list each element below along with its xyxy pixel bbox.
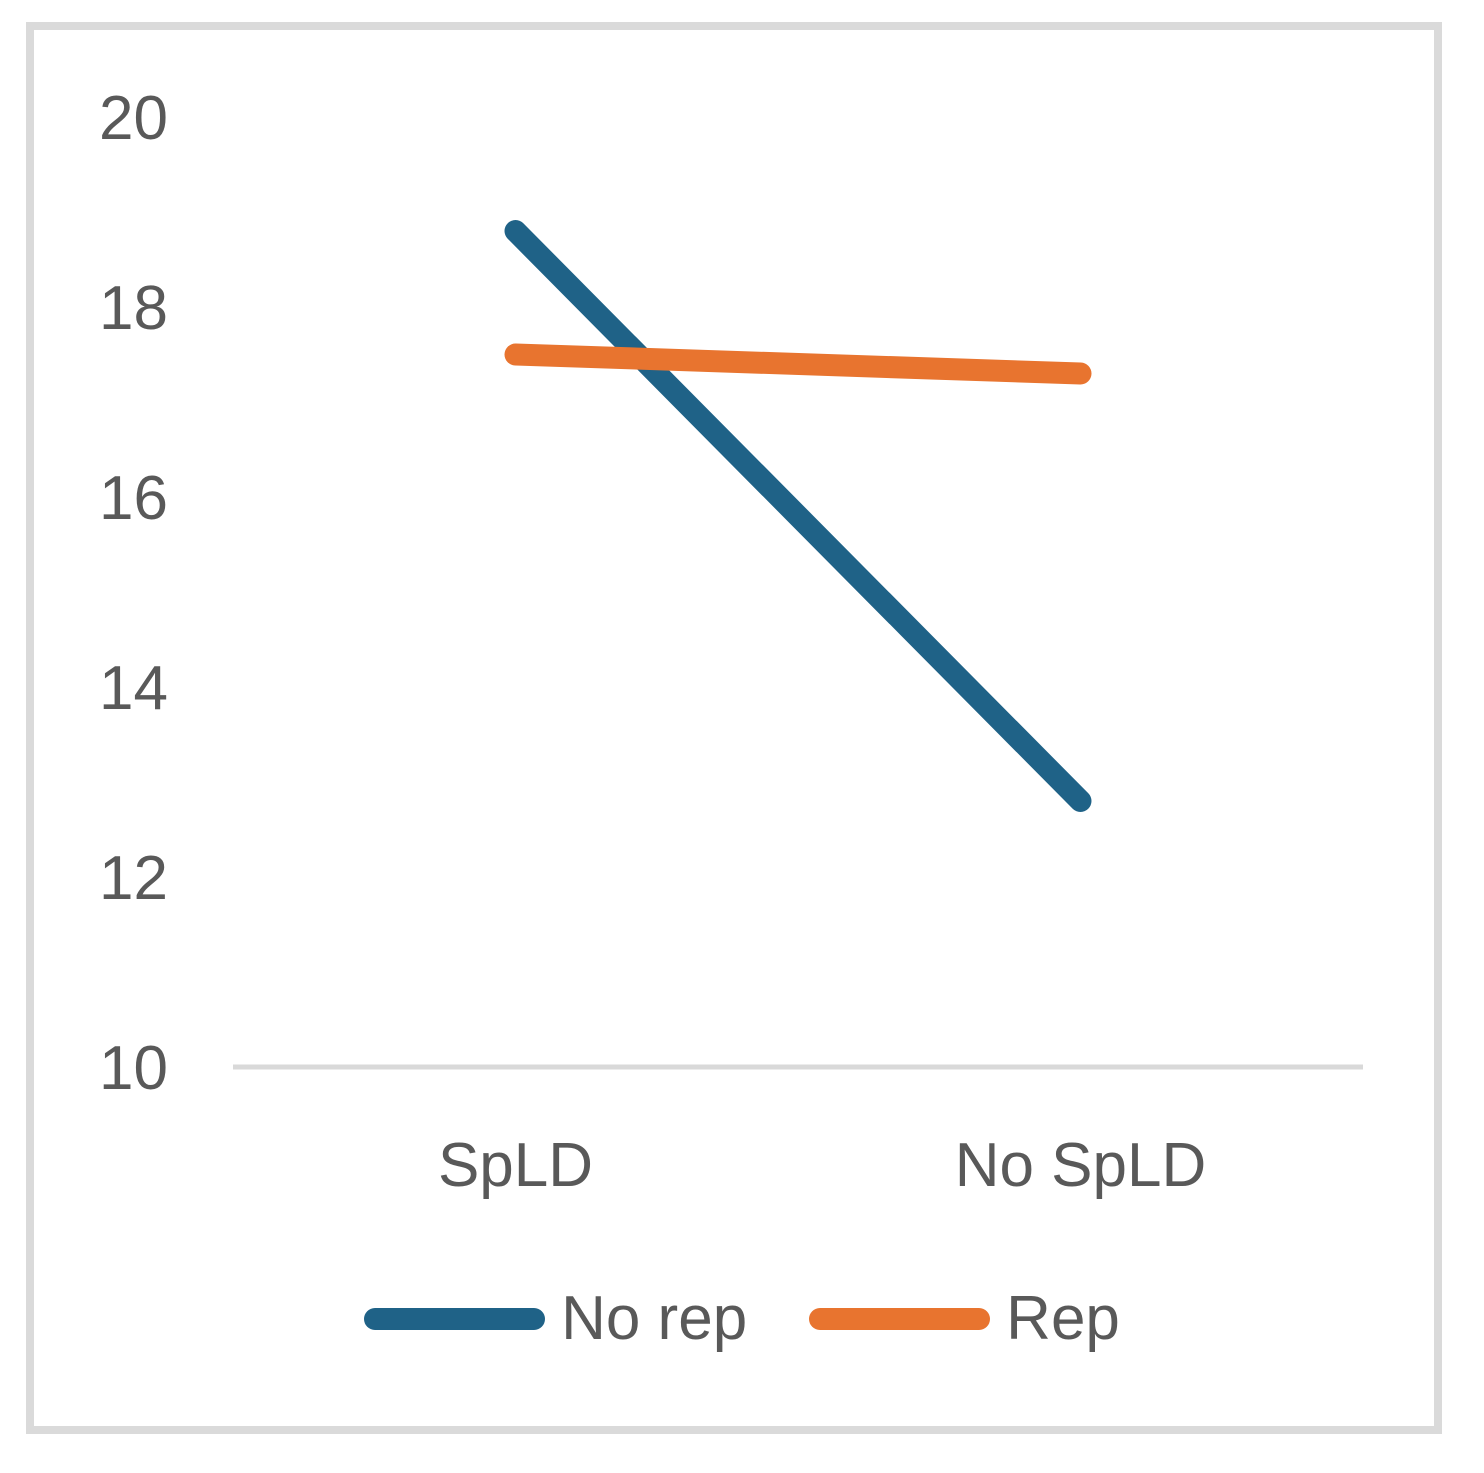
x-category-label: No SpLD xyxy=(955,1131,1207,1200)
series-line-no-rep xyxy=(504,220,1092,812)
legend-swatch-rep xyxy=(809,1308,991,1330)
legend-label-rep: Rep xyxy=(1006,1284,1120,1353)
chart-frame xyxy=(26,22,1442,1434)
legend-item-rep: Rep xyxy=(809,1288,1120,1350)
y-tick-label: 20 xyxy=(99,84,168,153)
x-category-label: SpLD xyxy=(438,1131,593,1200)
y-tick-label: 18 xyxy=(99,274,168,343)
y-tick-label: 16 xyxy=(99,464,168,533)
legend-label-no-rep: No rep xyxy=(561,1284,748,1353)
series-line-rep xyxy=(504,343,1092,385)
y-tick-label: 10 xyxy=(99,1034,168,1103)
legend-swatch-no-rep xyxy=(364,1308,546,1330)
legend-item-no-rep: No rep xyxy=(364,1288,747,1350)
chart-legend: No rep Rep xyxy=(0,1288,1484,1350)
y-tick-label: 14 xyxy=(99,654,168,723)
y-tick-label: 12 xyxy=(99,844,168,913)
